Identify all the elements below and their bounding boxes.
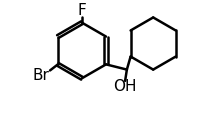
Text: F: F xyxy=(78,3,86,18)
Text: OH: OH xyxy=(113,79,137,94)
Text: Br: Br xyxy=(32,68,49,83)
